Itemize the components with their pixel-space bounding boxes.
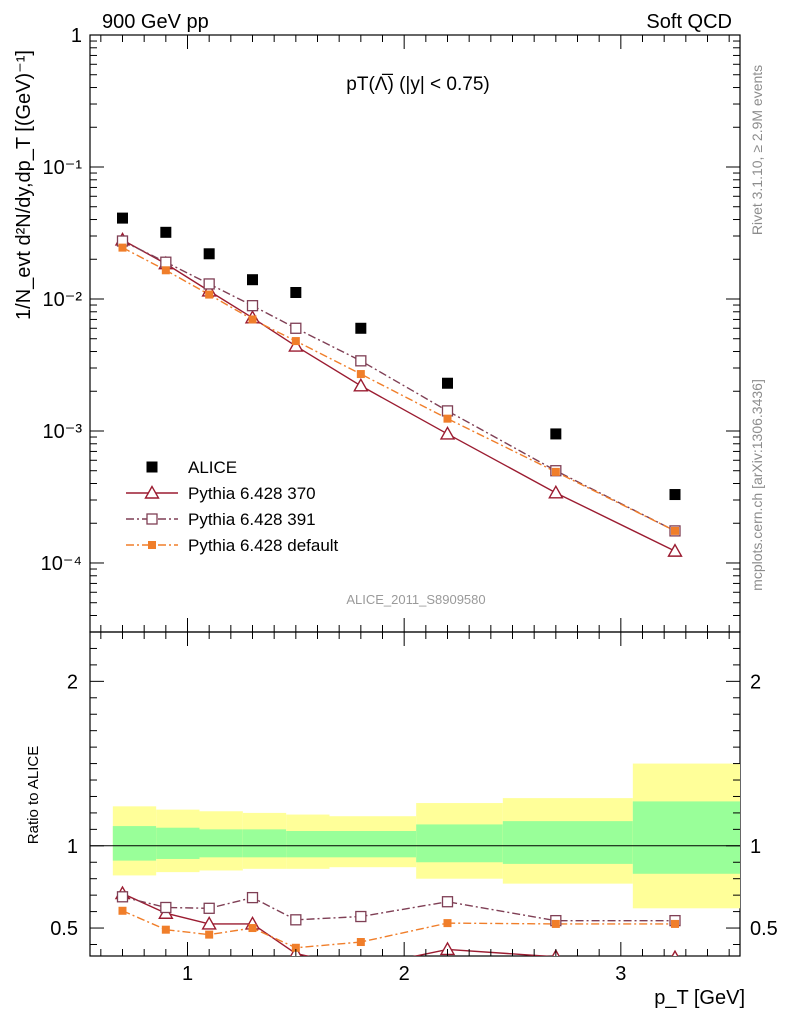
legend-label: Pythia 6.428 370 xyxy=(188,484,316,503)
ratio-data-point xyxy=(116,891,129,903)
main-data-point xyxy=(161,266,170,275)
ratio-data-point xyxy=(248,924,257,933)
main-data-point xyxy=(671,526,679,535)
main-data-point xyxy=(203,278,215,290)
rivet-version-label: Rivet 3.1.10, ≥ 2.9M events xyxy=(749,65,765,235)
main-y-tick-label: 1 xyxy=(71,25,82,47)
main-data-point xyxy=(205,290,214,299)
main-data-point xyxy=(443,414,452,423)
ratio-data-point xyxy=(246,891,259,904)
main-data-point xyxy=(160,226,172,238)
ratio-uncertainty-bands xyxy=(112,763,740,909)
ratio-data-point xyxy=(356,938,365,947)
x-tick-label: 3 xyxy=(615,963,626,985)
ratio-data-point xyxy=(118,906,127,915)
main-data-point xyxy=(551,467,560,476)
main-data-point xyxy=(442,377,453,389)
header-left: 900 GeV pp xyxy=(102,11,209,33)
main-data-point xyxy=(439,426,456,440)
header-right: Soft QCD xyxy=(646,11,732,33)
legend-marker xyxy=(144,485,160,499)
main-data-point xyxy=(290,322,302,334)
main-data-point xyxy=(356,370,365,379)
ratio-band-green xyxy=(416,824,503,863)
ratio-y-tick-label-right: 2 xyxy=(750,671,761,693)
main-data-point xyxy=(117,212,128,224)
ratio-data-point xyxy=(551,919,560,928)
plot-title: pT(Λ̅) (|y| < 0.75) xyxy=(346,74,489,95)
ratio-y-axis-label: Ratio to ALICE xyxy=(25,746,42,844)
ratio-y-tick-label-left: 0.5 xyxy=(50,918,78,940)
main-plot: 10⁻⁴ 10⁻³ 10⁻² 10⁻¹ 1 pT(Λ̅) (|y| < 0.75) AL… xyxy=(13,25,741,633)
main-data-point xyxy=(291,337,300,346)
x-tick-label: 1 xyxy=(182,963,193,985)
ratio-band-green xyxy=(632,801,740,874)
main-data-point xyxy=(246,300,259,312)
ratio-ticks: 0.5 0.5 1 1 2 2 1 2 3 xyxy=(50,632,778,985)
ratio-band-green xyxy=(502,821,633,864)
ratio-data-point xyxy=(201,916,217,930)
main-data-point xyxy=(667,543,683,557)
main-data-point xyxy=(203,248,215,260)
ratio-data-point xyxy=(671,919,679,928)
ratio-band-green xyxy=(112,826,157,861)
ratio-data-point xyxy=(291,943,300,952)
ratio-data-point xyxy=(290,914,302,926)
ratio-y-tick-label-left: 2 xyxy=(67,671,78,693)
main-data-point xyxy=(290,286,302,298)
legend-label: ALICE xyxy=(188,458,237,477)
source-site-label: mcplots.cern.ch [arXiv:1306.3436] xyxy=(749,379,765,591)
main-y-tick-label: 10⁻³ xyxy=(43,421,83,443)
main-y-tick-label: 10⁻⁴ xyxy=(41,553,82,575)
main-ticks: 10⁻⁴ 10⁻³ 10⁻² 10⁻¹ 1 xyxy=(41,25,740,633)
legend-marker xyxy=(146,513,158,525)
ratio-band-green xyxy=(156,827,200,859)
ratio-plot: 0.5 0.5 1 1 2 2 1 2 3 Ratio to ALICE p_T [GeV] xyxy=(25,631,778,1009)
legend-label: Pythia 6.428 391 xyxy=(188,510,316,529)
ratio-band-green xyxy=(286,831,330,858)
ratio-band-green xyxy=(242,829,287,858)
main-series xyxy=(114,212,683,557)
main-data-point xyxy=(548,484,564,499)
ratio-y-tick-label-left: 1 xyxy=(67,836,78,858)
ratio-data-point xyxy=(205,930,214,939)
ratio-y-tick-label-right: 1 xyxy=(750,836,761,858)
ratio-data-point xyxy=(671,949,679,956)
main-data-point xyxy=(248,315,257,324)
main-y-axis-label: 1/N_evt d²N/dy,dp_T [(GeV)⁻¹] xyxy=(13,50,35,320)
main-data-point xyxy=(550,428,562,440)
main-data-point xyxy=(160,256,172,268)
ratio-band-green xyxy=(329,831,417,858)
x-axis-label: p_T [GeV] xyxy=(654,987,745,1009)
ratio-data-point xyxy=(203,902,215,914)
legend-marker xyxy=(148,541,156,549)
legend-label: Pythia 6.428 default xyxy=(188,536,339,555)
main-data-point xyxy=(118,243,127,252)
main-y-tick-label: 10⁻¹ xyxy=(43,157,83,179)
main-data-point xyxy=(288,338,304,352)
analysis-watermark: ALICE_2011_S8909580 xyxy=(346,592,485,607)
main-y-tick-label: 10⁻² xyxy=(43,289,83,311)
ratio-data-point xyxy=(355,910,367,923)
legend-marker xyxy=(146,461,158,473)
main-data-point xyxy=(441,405,454,417)
main-data-point xyxy=(355,355,367,367)
main-data-point xyxy=(353,377,369,392)
main-data-point xyxy=(355,322,367,334)
ratio-data-point xyxy=(441,896,454,908)
ratio-data-point xyxy=(443,919,452,928)
ratio-band-green xyxy=(199,829,243,858)
ratio-y-tick-label-right: 0.5 xyxy=(750,918,778,940)
x-tick-label: 2 xyxy=(399,963,410,985)
main-data-point xyxy=(669,489,681,501)
ratio-series xyxy=(114,885,681,956)
main-data-point xyxy=(247,274,258,286)
ratio-data-point xyxy=(160,901,172,914)
legend: ALICE Pythia 6.428 370 Pythia 6.428 391 Pyt… xyxy=(126,458,339,555)
ratio-data-point xyxy=(161,925,170,934)
